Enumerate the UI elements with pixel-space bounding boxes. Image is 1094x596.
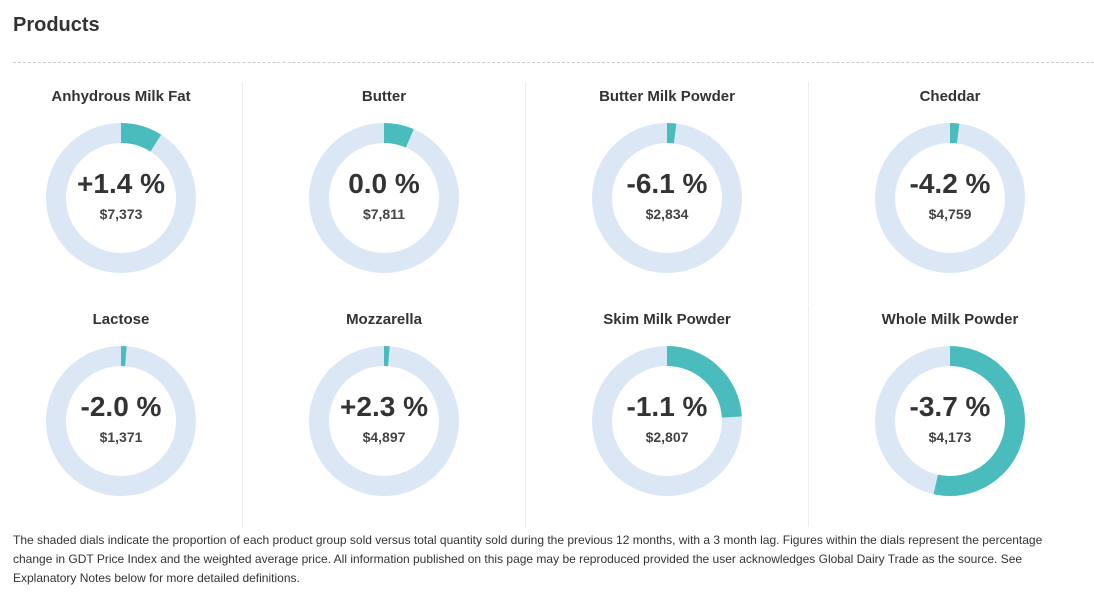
footnote: The shaded dials indicate the proportion… xyxy=(13,533,1043,585)
product-dial: -4.2 % $4,759 xyxy=(874,122,1026,274)
product-card[interactable]: Lactose -2.0 % $1,371 xyxy=(0,305,242,527)
product-card[interactable]: Butter Milk Powder -6.1 % $2,834 xyxy=(525,82,808,304)
price-change-percent: -3.7 % xyxy=(909,391,991,422)
products-row: Lactose -2.0 % $1,371 Mozzarella xyxy=(0,305,1094,527)
product-card[interactable]: Anhydrous Milk Fat +1.4 % $7,373 xyxy=(0,82,242,304)
dial-fill xyxy=(309,346,459,496)
dial-center: -4.2 % $4,759 xyxy=(874,122,1026,274)
product-dial: +1.4 % $7,373 xyxy=(45,122,197,274)
average-price: $7,811 xyxy=(362,206,406,222)
price-change-percent: 0.0 % xyxy=(348,168,420,199)
dial-fill xyxy=(46,123,196,273)
average-price: $2,834 xyxy=(645,206,689,222)
product-name: Whole Milk Powder xyxy=(881,311,1019,328)
price-change-percent: -4.2 % xyxy=(909,168,991,199)
average-price: $4,897 xyxy=(362,429,406,445)
price-change-percent: -2.0 % xyxy=(80,391,162,422)
product-dial: +2.3 % $4,897 xyxy=(308,345,460,497)
dial-center: -3.7 % $4,173 xyxy=(874,345,1026,497)
average-price: $4,173 xyxy=(928,429,972,445)
dial-center: -2.0 % $1,371 xyxy=(45,345,197,497)
product-dial: -3.7 % $4,173 xyxy=(874,345,1026,497)
dial-fill xyxy=(875,123,1025,273)
dial-fill xyxy=(309,123,459,273)
average-price: $4,759 xyxy=(928,206,972,222)
product-card[interactable]: Butter 0.0 % $7,811 xyxy=(242,82,525,304)
product-name: Butter Milk Powder xyxy=(599,88,735,105)
product-dial: -1.1 % $2,807 xyxy=(591,345,743,497)
dial-center: +2.3 % $4,897 xyxy=(308,345,460,497)
product-dial: 0.0 % $7,811 xyxy=(308,122,460,274)
dial-center: -1.1 % $2,807 xyxy=(591,345,743,497)
product-name: Skim Milk Powder xyxy=(603,311,731,328)
product-name: Anhydrous Milk Fat xyxy=(51,88,191,105)
dial-center: -6.1 % $2,834 xyxy=(591,122,743,274)
products-row: Anhydrous Milk Fat +1.4 % $7,373 Butter xyxy=(0,82,1094,304)
product-name: Butter xyxy=(361,88,407,105)
product-card[interactable]: Skim Milk Powder -1.1 % $2,807 xyxy=(525,305,808,527)
product-card[interactable]: Mozzarella +2.3 % $4,897 xyxy=(242,305,525,527)
average-price: $2,807 xyxy=(645,429,689,445)
price-change-percent: +1.4 % xyxy=(77,168,165,199)
dial-fill xyxy=(46,346,196,496)
dial-center: 0.0 % $7,811 xyxy=(308,122,460,274)
average-price: $1,371 xyxy=(99,429,143,445)
dial-fill xyxy=(875,346,1025,496)
price-change-percent: +2.3 % xyxy=(340,391,428,422)
product-card[interactable]: Cheddar -4.2 % $4,759 xyxy=(808,82,1091,304)
products-grid: Anhydrous Milk Fat +1.4 % $7,373 Butter xyxy=(0,82,1094,528)
product-card[interactable]: Whole Milk Powder -3.7 % $4,173 xyxy=(808,305,1091,527)
price-change-percent: -6.1 % xyxy=(626,168,708,199)
dial-fill xyxy=(592,346,742,496)
section-title: Products xyxy=(13,14,100,36)
product-name: Cheddar xyxy=(919,88,981,105)
product-name: Mozzarella xyxy=(346,311,422,328)
product-dial: -2.0 % $1,371 xyxy=(45,345,197,497)
product-dial: -6.1 % $2,834 xyxy=(591,122,743,274)
price-change-percent: -1.1 % xyxy=(626,391,708,422)
dial-fill xyxy=(592,123,742,273)
product-name: Lactose xyxy=(92,311,150,328)
dial-center: +1.4 % $7,373 xyxy=(45,122,197,274)
average-price: $7,373 xyxy=(99,206,143,222)
section-divider xyxy=(13,62,1094,63)
